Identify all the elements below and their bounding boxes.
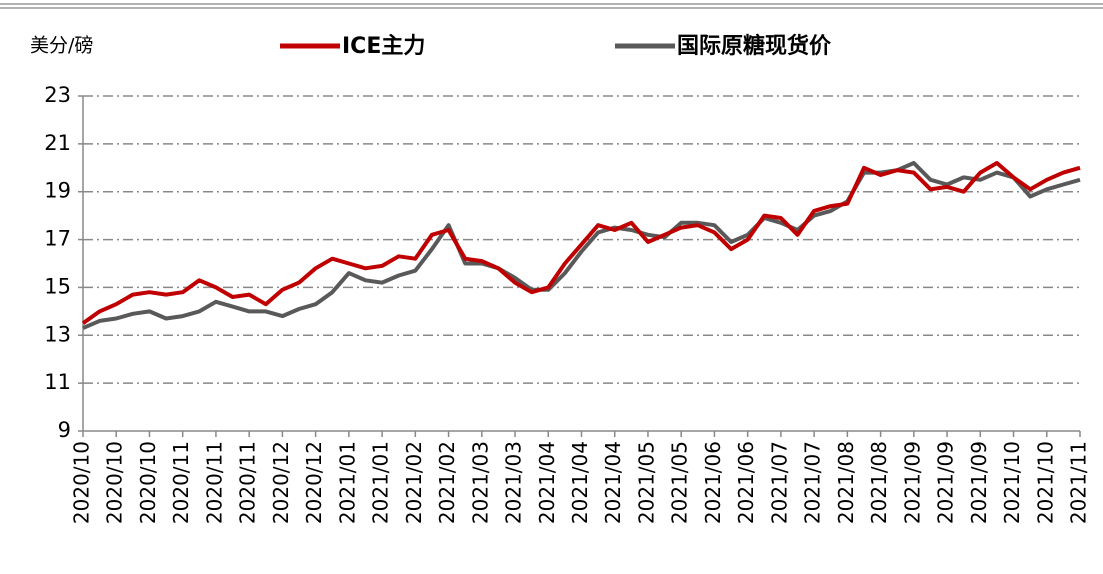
x-tick-label: 2020/12 xyxy=(302,441,326,524)
x-tick-label: 2021/03 xyxy=(502,441,526,524)
line-series xyxy=(82,161,1081,330)
y-tick-label: 17 xyxy=(44,227,71,251)
x-tick-label: 2021/10 xyxy=(1000,441,1024,524)
y-tick-label: 19 xyxy=(44,179,71,203)
y-tick-label: 15 xyxy=(44,274,71,298)
x-tick-label: 2021/01 xyxy=(369,441,393,524)
legend-label: 国际原糖现货价 xyxy=(677,33,832,59)
x-tick-label: 2021/08 xyxy=(834,441,858,524)
x-tick-label: 2020/10 xyxy=(136,441,160,524)
line-series xyxy=(81,161,1081,325)
y-tick-label: 9 xyxy=(58,418,71,442)
y-tick-label: 23 xyxy=(44,83,71,107)
y-tick-label: 13 xyxy=(44,322,71,346)
x-tick-label: 2020/11 xyxy=(169,441,193,524)
x-tick-label: 2021/07 xyxy=(801,441,825,524)
x-tick-label: 2021/02 xyxy=(402,441,426,524)
x-tick-label: 2021/11 xyxy=(1067,441,1091,524)
x-tick-label: 2021/09 xyxy=(934,441,958,524)
x-tick-label: 2021/06 xyxy=(734,441,758,524)
y-tick-label: 11 xyxy=(44,370,71,394)
x-tick-label: 2020/11 xyxy=(202,441,226,524)
x-tick-label: 2021/03 xyxy=(468,441,492,524)
x-tick-label: 2020/12 xyxy=(269,441,293,524)
x-tick-label: 2021/06 xyxy=(701,441,725,524)
x-tick-label: 2021/01 xyxy=(335,441,359,524)
x-tick-label: 2021/05 xyxy=(634,441,658,524)
x-tick-label: 2020/11 xyxy=(236,441,260,524)
x-tick-label: 2021/04 xyxy=(535,441,559,524)
x-tick-label: 2021/04 xyxy=(568,441,592,524)
y-axis-label: 美分/磅 xyxy=(30,35,93,57)
x-tick-label: 2021/08 xyxy=(867,441,891,524)
x-tick-label: 2021/04 xyxy=(601,441,625,524)
x-tick-label: 2021/02 xyxy=(435,441,459,524)
x-tick-label: 2020/10 xyxy=(70,441,94,524)
legend-label: ICE主力 xyxy=(342,34,425,59)
x-tick-label: 2021/10 xyxy=(1033,441,1057,524)
x-tick-label: 2021/07 xyxy=(767,441,791,524)
x-tick-label: 2021/09 xyxy=(900,441,924,524)
x-tick-label: 2021/05 xyxy=(668,441,692,524)
y-tick-label: 21 xyxy=(44,131,71,155)
x-tick-label: 2021/09 xyxy=(967,441,991,524)
x-tick-label: 2020/10 xyxy=(103,441,127,524)
